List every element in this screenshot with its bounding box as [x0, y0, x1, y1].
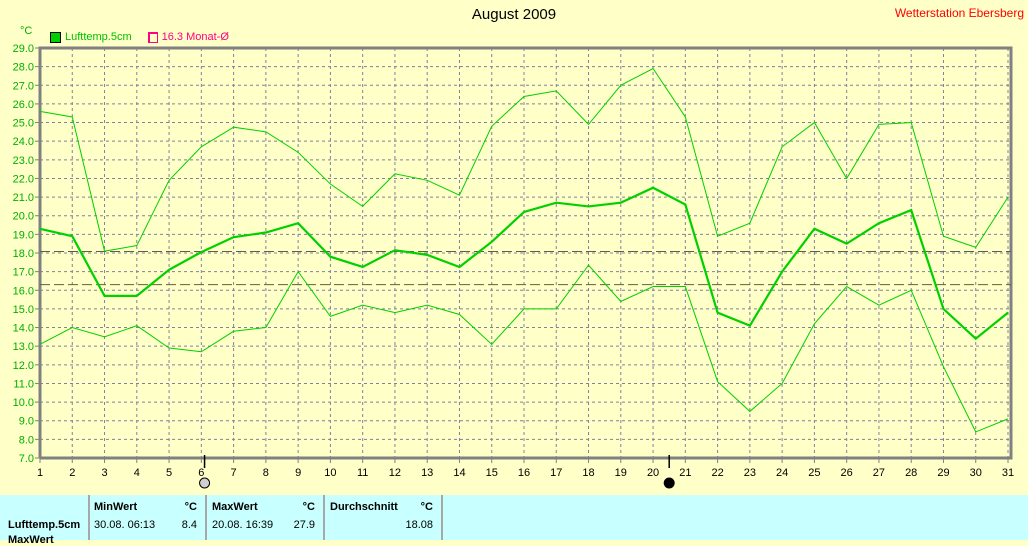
- avg-unit: °C: [421, 501, 433, 513]
- x-tick-label: 3: [101, 467, 107, 479]
- avg-header: Durchschnitt: [330, 501, 398, 513]
- x-tick-label: 15: [486, 467, 498, 479]
- x-tick-label: 29: [937, 467, 949, 479]
- y-tick-label: 7.0: [19, 453, 34, 465]
- x-tick-label: 17: [550, 467, 562, 479]
- x-tick-label: 7: [231, 467, 237, 479]
- min-time: 30.08. 06:13: [94, 519, 155, 531]
- y-tick-label: 10.0: [13, 397, 34, 409]
- x-tick-label: 19: [615, 467, 627, 479]
- y-tick-label: 27.0: [13, 80, 34, 92]
- max-header: MaxWert: [212, 501, 258, 513]
- y-tick-label: 13.0: [13, 341, 34, 353]
- min-unit: °C: [185, 501, 197, 513]
- x-tick-label: 8: [263, 467, 269, 479]
- y-tick-label: 8.0: [19, 434, 34, 446]
- y-tick-label: 17.0: [13, 267, 34, 279]
- y-tick-label: 22.0: [13, 173, 34, 185]
- y-tick-label: 14.0: [13, 323, 34, 335]
- x-tick-label: 14: [453, 467, 465, 479]
- stats-table: Lufttemp.5cm MaxWert MinWert °C 30.08. 0…: [0, 495, 1028, 540]
- min-column: MinWert °C 30.08. 06:13 8.4: [88, 495, 207, 540]
- new-moon-icon: [664, 478, 674, 488]
- x-tick-label: 5: [166, 467, 172, 479]
- x-tick-label: 18: [582, 467, 594, 479]
- max-value: 27.9: [294, 519, 315, 531]
- max-time: 20.08. 16:39: [212, 519, 273, 531]
- x-tick-label: 16: [518, 467, 530, 479]
- x-tick-label: 22: [711, 467, 723, 479]
- avg-value: 18.08: [405, 519, 433, 531]
- y-tick-label: 24.0: [13, 136, 34, 148]
- legend-swatch-pink: [148, 32, 158, 43]
- x-tick-label: 10: [324, 467, 336, 479]
- x-tick-label: 26: [841, 467, 853, 479]
- x-tick-label: 25: [808, 467, 820, 479]
- x-tick-label: 21: [679, 467, 691, 479]
- row-label: Lufttemp.5cm: [8, 519, 80, 531]
- x-tick-label: 30: [970, 467, 982, 479]
- x-tick-label: 4: [134, 467, 140, 479]
- legend: Lufttemp.5cm 16.3 Monat-Ø: [50, 31, 229, 43]
- temperature-chart: 7.0 8.0 9.0 10.0 11.0 12.0 13.0 14.0 15.0 16.0 17.…: [0, 0, 1028, 495]
- full-moon-icon: [200, 478, 210, 488]
- legend-item-lufttemp: Lufttemp.5cm: [50, 31, 132, 43]
- row-labels: Lufttemp.5cm MaxWert: [0, 495, 90, 540]
- y-tick-label: 15.0: [13, 304, 34, 316]
- legend-label: 16.3 Monat-Ø: [162, 31, 229, 43]
- chart-title: August 2009: [0, 6, 1028, 23]
- x-tick-label: 9: [295, 467, 301, 479]
- y-tick-label: 28.0: [13, 62, 34, 74]
- min-header: MinWert: [94, 501, 137, 513]
- y-tick-label: 21.0: [13, 192, 34, 204]
- x-tick-label: 24: [776, 467, 788, 479]
- y-tick-label: 29.0: [13, 43, 34, 55]
- y-tick-label: 20.0: [13, 211, 34, 223]
- x-tick-label: 23: [744, 467, 756, 479]
- min-value: 8.4: [182, 519, 197, 531]
- y-tick-label: 18.0: [13, 248, 34, 260]
- y-tick-label: 19.0: [13, 229, 34, 241]
- x-tick-label: 2: [69, 467, 75, 479]
- x-tick-label: 11: [357, 467, 368, 479]
- y-tick-label: 16.0: [13, 285, 34, 297]
- y-tick-label: 9.0: [19, 416, 34, 428]
- avg-column: Durchschnitt °C 18.08: [324, 495, 443, 540]
- x-tick-label: 1: [37, 467, 43, 479]
- legend-item-monthly-avg: 16.3 Monat-Ø: [148, 31, 229, 43]
- x-tick-label: 27: [873, 467, 885, 479]
- y-tick-label: 23.0: [13, 155, 34, 167]
- legend-label: Lufttemp.5cm: [65, 31, 132, 43]
- y-tick-label: 11.0: [13, 378, 34, 390]
- y-tick-label: 26.0: [13, 99, 34, 111]
- x-tick-label: 12: [389, 467, 401, 479]
- x-tick-label: 13: [421, 467, 433, 479]
- y-tick-label: 12.0: [13, 360, 34, 372]
- max-column: MaxWert °C 20.08. 16:39 27.9: [206, 495, 325, 540]
- x-tick-label: 28: [905, 467, 917, 479]
- x-tick-label: 31: [1002, 467, 1014, 479]
- y-tick-label: 25.0: [13, 118, 34, 130]
- max-unit: °C: [303, 501, 315, 513]
- station-name: Wetterstation Ebersberg: [895, 6, 1024, 20]
- row-label-2: MaxWert: [8, 534, 54, 546]
- y-axis-unit: °C: [20, 25, 32, 37]
- x-tick-label: 6: [198, 467, 204, 479]
- legend-swatch-green: [50, 32, 61, 43]
- x-tick-label: 20: [647, 467, 659, 479]
